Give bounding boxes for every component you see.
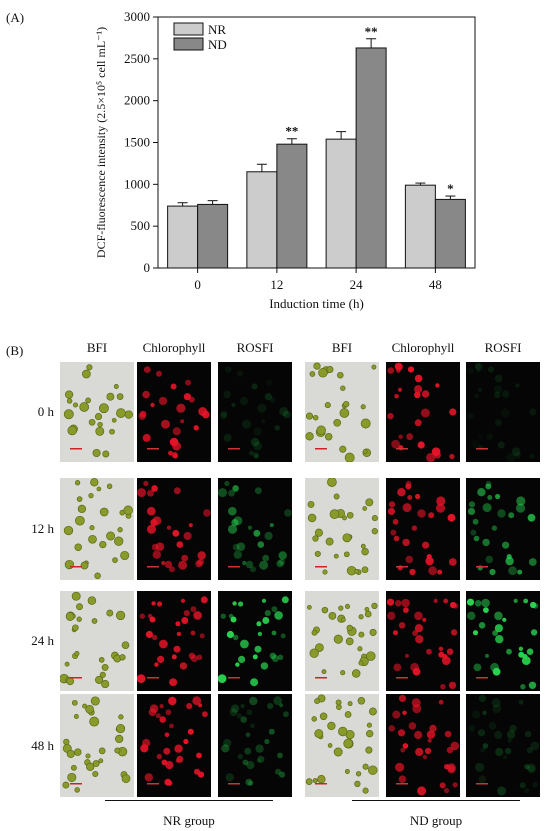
column-header-3: BFI <box>331 340 353 355</box>
micrograph-brightfield-nd-row0 <box>305 362 379 462</box>
column-header-1: Chlorophyll <box>142 340 206 355</box>
micrograph-image <box>60 694 134 797</box>
micrograph-brightfield-nd-row3 <box>305 694 379 797</box>
micrograph-image <box>305 362 379 462</box>
y-tick-label: 1500 <box>124 135 150 150</box>
y-tick-label: 500 <box>131 218 151 233</box>
y-tick-label: 0 <box>144 260 151 275</box>
micrograph-image <box>466 591 540 691</box>
legend-label-nr: NR <box>208 22 226 37</box>
micrograph-image <box>60 591 134 691</box>
bar-nd-48 <box>434 198 466 269</box>
row-header-2: 24 h <box>31 633 54 648</box>
micrograph-ros-green-nr-row3 <box>218 694 292 797</box>
bar-nr-0 <box>167 205 199 269</box>
bar-nd-24 <box>355 47 387 269</box>
micrograph-brightfield-nr-row0 <box>60 362 134 462</box>
bar-chart-panel: (A) 0 500 1000 1500 2000 2500 3000 0 12 ** 24 ** 48 *… <box>0 0 550 330</box>
micrograph-image <box>137 591 211 691</box>
x-tick-label: 0 <box>194 277 201 292</box>
micrograph-image <box>137 478 211 580</box>
micrograph-chlorophyll-red-nd-row2 <box>386 591 460 691</box>
micrograph-ros-green-nr-row1 <box>218 478 292 580</box>
micrograph-brightfield-nr-row1 <box>60 478 134 580</box>
micrograph-image <box>386 694 460 797</box>
bar-nr-24 <box>325 138 357 269</box>
micrograph-ros-green-nr-row2 <box>218 591 292 691</box>
micrograph-image <box>60 362 134 462</box>
micrograph-brightfield-nd-row1 <box>305 478 379 580</box>
micrograph-image <box>60 478 134 580</box>
x-tick-label: 24 <box>350 277 364 292</box>
row-header-1: 12 h <box>31 521 54 536</box>
legend-swatch-nd <box>173 37 204 51</box>
bar-nr-48 <box>404 184 436 269</box>
bar-nd-12 <box>276 143 308 269</box>
micrograph-image <box>466 478 540 580</box>
micrograph-ros-green-nd-row3 <box>466 694 540 797</box>
micrograph-ros-green-nd-row1 <box>466 478 540 580</box>
nr-group-line <box>105 800 273 801</box>
micrograph-brightfield-nd-row2 <box>305 591 379 691</box>
micrograph-image <box>305 478 379 580</box>
micrograph-image <box>305 694 379 797</box>
panel-b-label: (B) <box>6 343 24 358</box>
y-tick-label: 3000 <box>124 9 150 24</box>
panel-a-label: (A) <box>6 10 25 25</box>
micrograph-chlorophyll-red-nd-row1 <box>386 478 460 580</box>
significance-marker: ** <box>365 24 378 39</box>
column-header-4: Chlorophyll <box>391 340 455 355</box>
nr-group-label: NR group <box>163 813 215 828</box>
micrograph-image <box>305 591 379 691</box>
micrograph-chlorophyll-red-nr-row1 <box>137 478 211 580</box>
significance-marker: ** <box>285 124 298 139</box>
micrograph-image <box>137 362 211 462</box>
micrograph-image <box>218 591 292 691</box>
micrograph-chlorophyll-red-nd-row3 <box>386 694 460 797</box>
micrograph-chlorophyll-red-nd-row0 <box>386 362 460 462</box>
bar-chart: 0 500 1000 1500 2000 2500 3000 0 12 ** 24 ** 48 * Indu… <box>94 9 476 311</box>
significance-marker: * <box>447 181 454 196</box>
micrograph-image <box>386 591 460 691</box>
micrograph-image <box>137 694 211 797</box>
micrograph-image <box>218 694 292 797</box>
x-axis-title: Induction time (h) <box>269 296 364 311</box>
y-tick-label: 1000 <box>124 176 150 191</box>
y-tick-label: 2500 <box>124 51 150 66</box>
micrograph-chlorophyll-red-nr-row2 <box>137 591 211 691</box>
bar-nr-12 <box>246 171 278 269</box>
x-tick-label: 12 <box>270 277 283 292</box>
micrograph-ros-green-nr-row0 <box>218 362 292 462</box>
y-axis-title: DCF-fluorescence intensity (2.5×10⁵ cell… <box>94 27 108 258</box>
micrograph-image <box>386 478 460 580</box>
column-header-5: ROSFI <box>484 340 522 355</box>
micrograph-image <box>218 362 292 462</box>
x-tick-label: 48 <box>429 277 442 292</box>
nd-group-label: ND group <box>409 813 463 828</box>
micrograph-image <box>218 478 292 580</box>
micrograph-chlorophyll-red-nr-row0 <box>137 362 211 462</box>
row-header-0: 0 h <box>37 404 54 419</box>
micrograph-ros-green-nd-row2 <box>466 591 540 691</box>
micrograph-ros-green-nd-row0 <box>466 362 540 462</box>
row-header-3: 48 h <box>31 737 54 753</box>
legend-swatch-nr <box>173 22 204 36</box>
column-header-2: ROSFI <box>236 340 274 355</box>
micrograph-brightfield-nr-row3 <box>60 694 134 797</box>
micrograph-brightfield-nr-row2 <box>60 591 134 691</box>
bar-nd-0 <box>197 203 229 269</box>
micrograph-image <box>466 362 540 462</box>
y-tick-label: 2000 <box>124 93 150 108</box>
micrograph-chlorophyll-red-nr-row3 <box>137 694 211 797</box>
legend-label-nd: ND <box>208 37 227 52</box>
column-header-0: BFI <box>86 340 108 355</box>
micrograph-image <box>386 362 460 462</box>
micrograph-image <box>466 694 540 797</box>
nd-group-line <box>352 800 520 801</box>
